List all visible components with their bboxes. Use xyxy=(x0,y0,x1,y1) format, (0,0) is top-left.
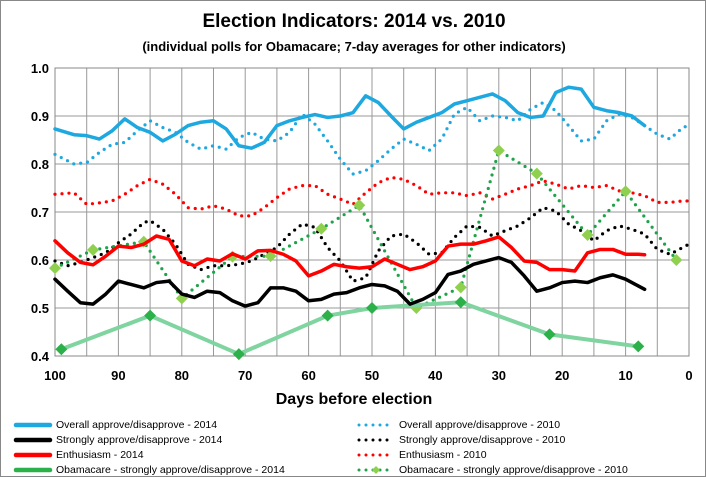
data-point-diamond xyxy=(530,167,543,180)
data-point-diamond xyxy=(632,340,645,353)
x-tick-label: 20 xyxy=(555,368,569,383)
y-tick-label: 0.8 xyxy=(31,157,49,172)
y-tick-label: 0.6 xyxy=(31,253,49,268)
legend-item: Obamacare - strongly approve/disapprove … xyxy=(13,463,285,476)
legend-label: Obamacare - strongly approve/disapprove … xyxy=(399,464,628,476)
data-point-diamond xyxy=(670,254,683,266)
y-tick-label: 0.9 xyxy=(31,109,49,124)
series-overall-approve-disapprove-2010 xyxy=(53,100,691,176)
legend-swatch xyxy=(13,467,53,473)
legend-swatch xyxy=(357,453,395,457)
series-overall-approve-disapprove-2014 xyxy=(53,85,647,150)
legend-label: Overall approve/disapprove - 2010 xyxy=(399,419,561,431)
series-obamacare-strongly-approve-disapprove-2014 xyxy=(55,296,645,361)
data-point-diamond xyxy=(321,309,334,322)
plot-border xyxy=(54,67,690,357)
data-point-diamond xyxy=(581,229,594,242)
legend-item: Overall approve/disapprove - 2014 xyxy=(13,418,217,432)
legend-item: Overall approve/disapprove - 2010 xyxy=(356,418,560,432)
data-point-diamond xyxy=(619,185,632,198)
chart-subtitle: (individual polls for Obamacare; 7-day a… xyxy=(142,39,566,54)
data-point-diamond xyxy=(366,302,378,314)
x-tick-label: 100 xyxy=(44,368,66,383)
data-point-diamond xyxy=(454,281,467,294)
x-tick-label: 30 xyxy=(492,368,506,383)
series-line xyxy=(53,255,647,308)
legend-label: Overall approve/disapprove - 2014 xyxy=(56,419,218,431)
series-line xyxy=(59,300,641,357)
legend-label: Enthusiasm - 2014 xyxy=(56,449,144,461)
legend-item: Enthusiasm - 2010 xyxy=(356,448,487,462)
x-axis-title: Days before election xyxy=(275,391,433,408)
legend-item: Obamacare - strongly approve/disapprove … xyxy=(356,463,628,476)
series-enthusiasm-2014 xyxy=(53,234,647,278)
x-tick-label: 60 xyxy=(301,368,315,383)
data-point-diamond xyxy=(55,343,68,356)
legend-swatch xyxy=(13,452,53,458)
series-line xyxy=(53,234,647,278)
chart-title: Election Indicators: 2014 vs. 2010 xyxy=(202,11,506,32)
legend-swatch xyxy=(357,438,395,442)
data-point-diamond xyxy=(87,243,100,256)
x-tick-label: 40 xyxy=(428,368,442,383)
data-point-diamond xyxy=(315,222,328,235)
x-tick-label: 50 xyxy=(365,368,379,383)
series-enthusiasm-2010 xyxy=(53,175,691,218)
y-tick-label: 0.4 xyxy=(31,349,50,364)
legend-item: Strongly approve/disapprove - 2014 xyxy=(13,433,222,447)
legend-swatch xyxy=(357,466,395,474)
data-point-diamond xyxy=(454,296,467,309)
data-point-diamond xyxy=(492,144,505,157)
series-line xyxy=(53,175,691,218)
data-point-diamond xyxy=(353,199,366,212)
data-point-diamond xyxy=(543,328,556,341)
series-line xyxy=(53,85,647,150)
y-tick-label: 0.5 xyxy=(31,301,49,316)
legend-swatch xyxy=(13,437,53,443)
legend-label: Obamacare - strongly approve/disapprove … xyxy=(56,464,285,476)
y-tick-label: 1.0 xyxy=(31,61,49,76)
legend-swatch xyxy=(357,423,395,427)
x-tick-label: 10 xyxy=(618,368,632,383)
data-point-diamond xyxy=(144,309,157,322)
legend-label: Enthusiasm - 2010 xyxy=(399,449,487,461)
legend-label: Strongly approve/disapprove - 2010 xyxy=(399,434,566,446)
legend-item: Enthusiasm - 2014 xyxy=(13,448,144,462)
x-tick-label: 0 xyxy=(685,368,692,383)
legend-swatch xyxy=(13,422,53,428)
x-tick-label: 90 xyxy=(111,368,125,383)
data-point-diamond xyxy=(232,348,245,361)
x-tick-label: 70 xyxy=(238,368,252,383)
data-point-diamond xyxy=(264,250,277,263)
y-tick-label: 0.7 xyxy=(31,205,49,220)
x-tick-label: 80 xyxy=(175,368,189,383)
legend-item: Strongly approve/disapprove - 2010 xyxy=(356,433,565,447)
series-line xyxy=(53,100,691,176)
data-point-diamond xyxy=(49,262,61,275)
series-strongly-approve-disapprove-2014 xyxy=(53,255,647,308)
legend-label: Strongly approve/disapprove - 2014 xyxy=(56,434,223,446)
